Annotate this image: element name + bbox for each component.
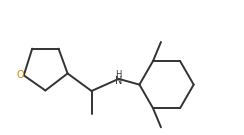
Text: N: N [115, 76, 122, 86]
Text: O: O [17, 70, 24, 80]
Text: H: H [115, 70, 122, 79]
